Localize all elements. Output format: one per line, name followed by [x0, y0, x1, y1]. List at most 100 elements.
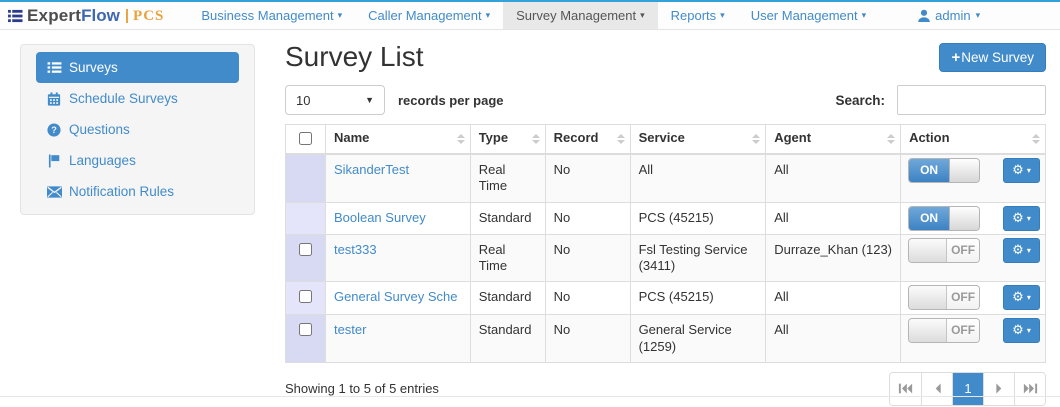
cell-agent: All	[765, 153, 902, 203]
sort-arrows-icon	[616, 134, 625, 145]
select-all-checkbox[interactable]	[298, 132, 312, 146]
caret-down-icon: ▾	[485, 10, 491, 20]
showing-entries-text: Showing 1 to 5 of 5 entries	[285, 381, 439, 397]
user-menu[interactable]: admin ▾	[917, 2, 980, 29]
cell-name: SikanderTest	[324, 153, 471, 203]
sidebar-item-schedule-surveys[interactable]: Schedule Surveys	[36, 83, 239, 114]
toggle-knob	[949, 206, 980, 230]
row-checkbox-cell	[285, 201, 326, 235]
cell-name: Boolean Survey	[324, 201, 471, 235]
survey-name-link[interactable]: General Survey Sche	[333, 289, 458, 305]
search-input[interactable]	[897, 85, 1046, 116]
survey-table: Name Type Record Service Agent Action Sikande…	[285, 124, 1046, 363]
previous-page-button[interactable]	[921, 372, 952, 405]
table-row: General Survey Sche Standard No PCS (45215)…	[285, 281, 1046, 316]
brand-grid-icon	[8, 9, 23, 23]
new-survey-button[interactable]: + New Survey	[939, 43, 1046, 72]
cell-service: Fsl Testing Service (3411)	[629, 233, 767, 283]
row-checkbox-cell	[285, 314, 326, 363]
caret-down-icon: ▾	[1026, 245, 1031, 255]
sidebar-item-languages[interactable]: Languages	[36, 145, 239, 176]
nav-item-label: Caller Management	[368, 8, 482, 23]
survey-toggle[interactable]: OFF	[908, 237, 981, 263]
records-per-page-select[interactable]: 10 ▼	[285, 85, 385, 116]
column-header-agent[interactable]: Agent	[765, 124, 902, 156]
list-icon	[46, 61, 62, 74]
cell-service: All	[629, 153, 767, 203]
caret-down-icon: ▾	[337, 10, 343, 20]
cell-record: No	[544, 153, 631, 203]
row-checkbox-cell	[285, 281, 326, 316]
last-page-button[interactable]	[1014, 372, 1045, 405]
survey-toggle[interactable]: ON	[908, 205, 981, 231]
survey-name-link[interactable]: SikanderTest	[333, 162, 410, 178]
sidebar-item-label: Schedule Surveys	[69, 91, 178, 106]
survey-name-link[interactable]: test333	[333, 241, 377, 257]
table-row: SikanderTest Real Time No All All ON ⚙ ▾	[285, 153, 1046, 203]
row-actions-button[interactable]: ⚙ ▾	[1003, 205, 1040, 231]
flag-icon	[46, 154, 62, 168]
row-actions-button[interactable]: ⚙ ▾	[1003, 318, 1040, 344]
row-actions-button[interactable]: ⚙ ▾	[1003, 158, 1040, 184]
nav-item-user-management[interactable]: User Management ▾	[738, 2, 879, 29]
page-bottom-divider	[0, 396, 1060, 397]
nav-item-caller-management[interactable]: Caller Management ▾	[355, 2, 503, 29]
sort-arrows-icon	[456, 134, 465, 145]
survey-name-link[interactable]: Boolean Survey	[333, 209, 426, 225]
sidebar-item-surveys[interactable]: Surveys	[36, 52, 239, 83]
nav-item-survey-management[interactable]: Survey Management ▾	[503, 2, 658, 29]
search-label: Search:	[835, 92, 885, 108]
cell-action: ON ⚙ ▾	[900, 201, 1046, 235]
column-header-name[interactable]: Name	[324, 124, 471, 156]
cell-action: OFF ⚙ ▾	[900, 281, 1046, 316]
chevron-right-icon	[995, 383, 1001, 394]
cell-type: Standard	[469, 281, 546, 316]
sort-arrows-icon	[1032, 134, 1040, 145]
column-header-record[interactable]: Record	[544, 124, 631, 156]
gear-icon: ⚙	[1012, 290, 1024, 306]
row-actions-button[interactable]: ⚙ ▾	[1003, 237, 1040, 263]
column-header-type[interactable]: Type	[469, 124, 546, 156]
sidebar-item-questions[interactable]: ? Questions	[36, 114, 239, 145]
page-title: Survey List	[285, 41, 424, 72]
cell-type: Real Time	[469, 233, 546, 283]
cell-name: General Survey Sche	[324, 281, 471, 316]
survey-toggle[interactable]: OFF	[908, 318, 981, 344]
toggle-state-label: ON	[909, 206, 950, 230]
survey-name-link[interactable]: tester	[333, 322, 367, 338]
survey-toggle[interactable]: OFF	[908, 285, 981, 311]
nav-item-business-management[interactable]: Business Management ▾	[188, 2, 355, 29]
envelope-icon	[46, 185, 62, 198]
row-actions-button[interactable]: ⚙ ▾	[1003, 285, 1040, 311]
pagination: 1	[889, 371, 1046, 406]
column-header-service[interactable]: Service	[629, 124, 767, 156]
table-body: SikanderTest Real Time No All All ON ⚙ ▾ Boolean…	[285, 153, 1046, 363]
row-checkbox[interactable]	[298, 290, 312, 304]
gear-icon: ⚙	[1012, 242, 1024, 258]
row-checkbox[interactable]	[298, 242, 312, 256]
last-page-icon	[1023, 384, 1037, 394]
caret-down-icon: ▾	[720, 10, 725, 20]
survey-toggle[interactable]: ON	[908, 158, 981, 184]
cell-agent: All	[765, 281, 902, 316]
column-header-action[interactable]: Action	[900, 124, 1046, 156]
cell-name: tester	[324, 314, 471, 363]
brand-product: PCS	[133, 8, 165, 24]
brand-separator: |	[124, 7, 130, 24]
brand-logo[interactable]: Expert Flow | PCS	[0, 2, 174, 29]
toggle-state-label: OFF	[947, 319, 980, 343]
sidebar-item-notification-rules[interactable]: Notification Rules	[36, 176, 239, 207]
caret-down-icon: ▾	[975, 10, 981, 20]
caret-down-icon: ▾	[861, 10, 867, 20]
row-checkbox-cell	[285, 153, 326, 203]
page-number-button[interactable]: 1	[952, 372, 983, 405]
cell-record: No	[544, 314, 631, 363]
gear-icon: ⚙	[1012, 323, 1024, 339]
nav-item-reports[interactable]: Reports ▾	[658, 2, 738, 29]
row-checkbox[interactable]	[298, 323, 312, 337]
new-survey-label: New Survey	[961, 50, 1034, 65]
first-page-button[interactable]	[890, 372, 921, 405]
sort-arrows-icon	[531, 134, 540, 145]
next-page-button[interactable]	[983, 372, 1014, 405]
